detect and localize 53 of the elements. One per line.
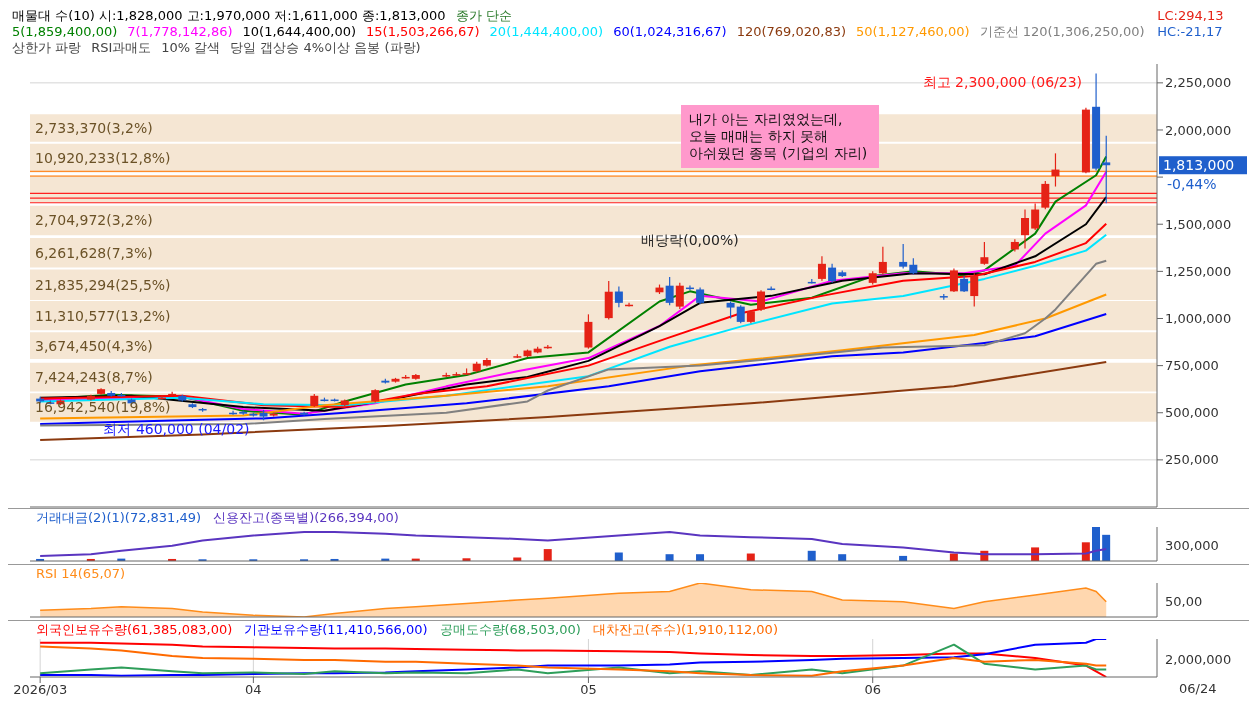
band-label: 6,261,628(7,3%) — [35, 244, 153, 261]
y-tick-label: 500,000 — [1165, 405, 1219, 421]
y-tick-label: 1,000,000 — [1165, 311, 1232, 327]
y-tick-label: 250,000 — [1165, 452, 1219, 468]
series-label: 신용잔고(종목별)(266,394,00) — [213, 510, 399, 525]
band-label: 2,704,972(3,2%) — [35, 212, 153, 229]
text: 15(1,503,266,67) — [366, 24, 480, 39]
text: 5(1,859,400,00) — [12, 24, 118, 39]
text: 1,813,000 — [1163, 157, 1235, 174]
text: 대차잔고(주수)(1,910,112,00) — [592, 622, 778, 637]
text: 기관보유수량(11,410,566,00) — [244, 622, 428, 637]
band-label: 3,674,450(4,3%) — [35, 337, 153, 354]
band-label: 7,424,243(8,7%) — [35, 369, 153, 386]
text: 60(1,024,316,67) — [613, 24, 727, 39]
text: 거래대금(2)(1)(72,831,49) — [36, 510, 202, 525]
text: 종가 단순 — [455, 8, 512, 23]
text: 50,00 — [1165, 594, 1203, 609]
x-tick-label: 2026/03 — [13, 682, 68, 698]
y-tick-label: 2,250,000 — [1165, 75, 1232, 91]
text: 120(769,020,83) — [736, 24, 847, 39]
text: 10(1,644,400,00) — [242, 24, 357, 39]
text: 상한가 파랑 — [12, 40, 82, 55]
band-label: 11,310,577(13,2%) — [35, 307, 171, 324]
text: 7(1,778,142,86) — [127, 24, 233, 39]
text: RSI과매도 — [91, 40, 152, 55]
text: 10% 갈색 — [161, 40, 221, 55]
text: 기준선 120(1,306,250,00) — [979, 24, 1145, 39]
text: LC:294,13 — [1157, 8, 1225, 24]
annotation: 배당락(0,00%) — [641, 231, 739, 248]
band-label: 10,920,233(12,8%) — [35, 150, 171, 167]
band-label: 16,942,540(19,8%) — [35, 399, 171, 416]
band-label: 2,733,370(3,2%) — [35, 120, 153, 137]
band-label: 21,835,294(25,5%) — [35, 276, 171, 293]
chart-title: 매물대 수(10) 시:1,828,000 고:1,970,000 저:1,611,000 종:1,813,000 — [12, 8, 446, 23]
series-label: RSI 14(65,07) — [36, 566, 126, 581]
text: 공매도수량(68,503,00) — [439, 622, 581, 637]
text: 300,000 — [1165, 538, 1219, 553]
x-tick-label: 06 — [864, 682, 881, 698]
text: HC:-21,17 — [1157, 24, 1224, 40]
x-tick-label: 04 — [245, 682, 262, 698]
series-label: 외국인보유수량(61,385,083,00) — [36, 622, 233, 637]
annotation: 최고 2,300,000 (06/23) — [922, 74, 1083, 91]
text: 50(1,127,460,00) — [856, 24, 970, 39]
y-tick-label: 750,000 — [1165, 358, 1219, 374]
y-tick-label: 1,250,000 — [1165, 263, 1232, 279]
y-tick-label: 1,500,000 — [1165, 216, 1232, 232]
x-tick-label: 05 — [580, 682, 597, 698]
text: 20(1,444,400,00) — [489, 24, 604, 39]
text: -0,44% — [1167, 176, 1217, 193]
annotation: 내가 아는 자리였었는데, 오늘 매매는 하지 못해 아쉬웠던 종목 (기업의 자리) — [681, 105, 879, 168]
y-tick-label: 2,000,000 — [1165, 122, 1232, 138]
text: 06/24 — [1179, 681, 1217, 696]
text: 당일 갭상승 4%이상 음봉 (파랑) — [230, 40, 421, 55]
